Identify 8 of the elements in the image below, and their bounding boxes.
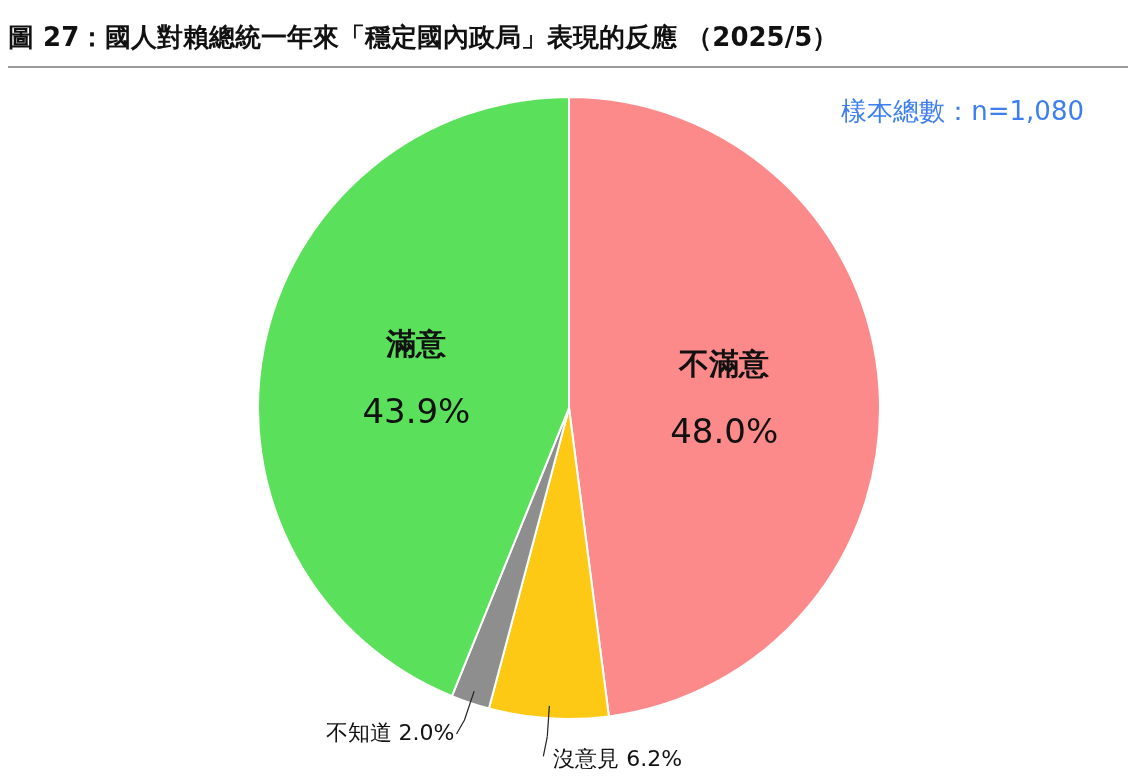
- slice-label: 沒意見 6.2%: [553, 746, 683, 771]
- slice-label: 不滿意: [678, 345, 771, 381]
- text: 樣本總數：n=1,080: [841, 95, 1084, 126]
- chart-title: 圖 27：國人對賴總統一年來「穩定國內政局」表現的反應 （2025/5）: [8, 8, 1128, 68]
- slice-label: 不知道 2.0%: [325, 719, 455, 745]
- data-label: 43.9%: [362, 391, 471, 431]
- slice-label: 滿意: [385, 325, 448, 361]
- data-label: 48.0%: [670, 410, 779, 451]
